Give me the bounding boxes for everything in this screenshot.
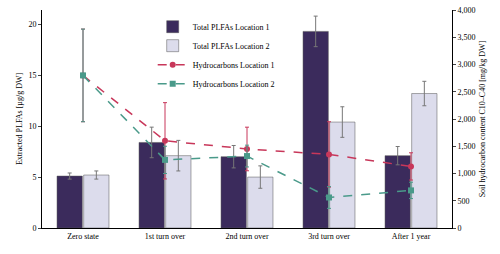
svg-text:Soil hydrocarbon content C10–C: Soil hydrocarbon content C10–C40 [mg/kg … <box>478 40 487 197</box>
svg-text:0: 0 <box>458 224 462 233</box>
svg-text:Zero state: Zero state <box>67 232 99 241</box>
svg-text:0: 0 <box>32 224 36 233</box>
svg-text:5: 5 <box>32 173 36 182</box>
svg-text:Hydrocarbons Location 2: Hydrocarbons Location 2 <box>193 80 275 89</box>
svg-text:20: 20 <box>28 20 36 29</box>
svg-text:1st turn over: 1st turn over <box>145 232 186 241</box>
svg-text:4,000: 4,000 <box>458 6 476 15</box>
svg-text:2,000: 2,000 <box>458 115 476 124</box>
svg-text:2nd turn over: 2nd turn over <box>225 232 268 241</box>
svg-text:After 1 year: After 1 year <box>392 232 431 241</box>
svg-text:3rd turn over: 3rd turn over <box>308 232 350 241</box>
svg-text:500: 500 <box>458 197 470 206</box>
svg-text:3,000: 3,000 <box>458 60 476 69</box>
svg-text:1,000: 1,000 <box>458 169 476 178</box>
svg-text:Total PLFAs Location 1: Total PLFAs Location 1 <box>193 23 270 32</box>
svg-text:Hydrocarbons Location 1: Hydrocarbons Location 1 <box>193 61 275 70</box>
svg-text:15: 15 <box>28 71 36 80</box>
svg-text:Extracted PLFAs [µg/g DW]: Extracted PLFAs [µg/g DW] <box>15 73 24 166</box>
svg-text:Total PLFAs Location 2: Total PLFAs Location 2 <box>193 42 270 51</box>
svg-text:3,500: 3,500 <box>458 33 476 42</box>
svg-text:10: 10 <box>28 122 36 131</box>
svg-text:2,500: 2,500 <box>458 88 476 97</box>
svg-text:1,500: 1,500 <box>458 142 476 151</box>
